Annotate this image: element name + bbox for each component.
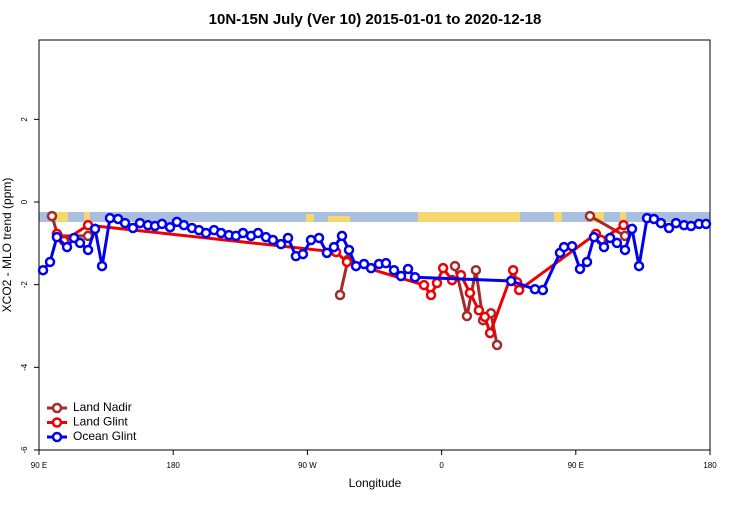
data-point	[464, 287, 476, 299]
y-tick-label: -6	[20, 446, 29, 454]
x-axis-label: Longitude	[349, 476, 402, 490]
data-point	[431, 277, 443, 289]
data-point	[275, 238, 287, 250]
data-point	[491, 339, 503, 351]
data-point	[473, 305, 485, 316]
data-point	[484, 327, 496, 339]
data-point	[321, 247, 333, 259]
x-tick-label: 180	[167, 461, 181, 470]
data-point	[425, 289, 437, 301]
data-point	[156, 218, 168, 230]
data-point	[305, 234, 317, 246]
legend-label: Ocean Glint	[73, 429, 137, 443]
map-strip	[39, 212, 710, 222]
data-point	[178, 219, 190, 231]
data-point	[119, 217, 131, 229]
data-point	[61, 241, 73, 253]
data-point	[437, 262, 449, 274]
data-point	[74, 237, 86, 249]
data-point	[37, 264, 49, 276]
data-point	[558, 241, 570, 253]
x-tick-label: 0	[439, 461, 444, 470]
data-point	[588, 231, 600, 243]
data-point	[618, 219, 629, 231]
x-tick-label: 180	[703, 461, 717, 470]
data-point	[89, 223, 101, 235]
data-point	[164, 221, 176, 233]
data-point	[96, 260, 108, 272]
data-point	[626, 223, 638, 235]
data-point	[655, 217, 667, 229]
data-point	[51, 231, 63, 243]
data-point	[507, 264, 519, 276]
data-point	[82, 244, 94, 256]
legend-label: Land Glint	[73, 415, 128, 429]
data-point	[418, 279, 430, 291]
data-point	[584, 210, 596, 222]
data-point	[252, 227, 264, 239]
y-tick-label: -4	[20, 363, 29, 371]
data-point	[134, 217, 146, 229]
data-point	[336, 230, 348, 242]
data-point	[619, 244, 631, 256]
series-line	[41, 216, 706, 292]
data-point	[200, 227, 212, 239]
data-point	[395, 270, 407, 282]
data-point	[267, 234, 279, 246]
x-tick-label: 90 E	[568, 461, 584, 470]
x-tick-label: 90 E	[31, 461, 47, 470]
legend-marker	[51, 402, 63, 414]
data-point	[313, 232, 325, 244]
data-point	[598, 241, 610, 253]
data-point	[663, 222, 675, 234]
data-point	[365, 262, 377, 274]
data-point	[505, 275, 517, 287]
data-point	[104, 212, 116, 224]
data-point	[350, 260, 362, 272]
data-point	[297, 248, 309, 260]
data-point	[402, 263, 414, 275]
y-tick-label: 2	[20, 117, 29, 122]
legend-marker	[51, 431, 63, 443]
data-point	[604, 232, 616, 244]
data-point	[513, 284, 525, 296]
data-point	[237, 227, 249, 239]
series-line	[453, 265, 499, 346]
data-point	[44, 256, 56, 268]
data-point	[611, 237, 623, 249]
data-point	[700, 218, 712, 230]
data-point	[581, 256, 593, 268]
series-line	[55, 223, 625, 338]
data-point	[566, 240, 578, 252]
data-point	[380, 257, 392, 269]
data-point	[328, 241, 340, 253]
series-line	[589, 214, 626, 238]
y-tick-label: -2	[20, 281, 29, 289]
y-axis-label: XCO2 - MLO trend (ppm)	[0, 178, 14, 313]
data-point	[46, 210, 58, 222]
data-point	[670, 217, 682, 229]
data-point	[127, 222, 139, 234]
y-tick-label: 0	[20, 199, 29, 204]
data-point	[388, 264, 400, 276]
data-point	[537, 284, 549, 296]
data-point	[343, 244, 355, 256]
data-point	[574, 263, 586, 275]
data-point	[334, 289, 346, 301]
data-point	[470, 264, 482, 276]
data-point	[341, 256, 353, 268]
data-point	[409, 271, 421, 283]
legend-marker	[51, 417, 63, 428]
data-point	[449, 260, 461, 272]
data-point	[633, 260, 645, 272]
data-point	[282, 232, 294, 244]
plot-frame	[38, 39, 711, 451]
data-point	[479, 311, 491, 323]
x-tick-label: 90 W	[298, 461, 317, 470]
data-point	[461, 310, 473, 322]
chart-title: 10N-15N July (Ver 10) 2015-01-01 to 2020…	[209, 11, 542, 28]
legend-label: Land Nadir	[73, 400, 132, 414]
